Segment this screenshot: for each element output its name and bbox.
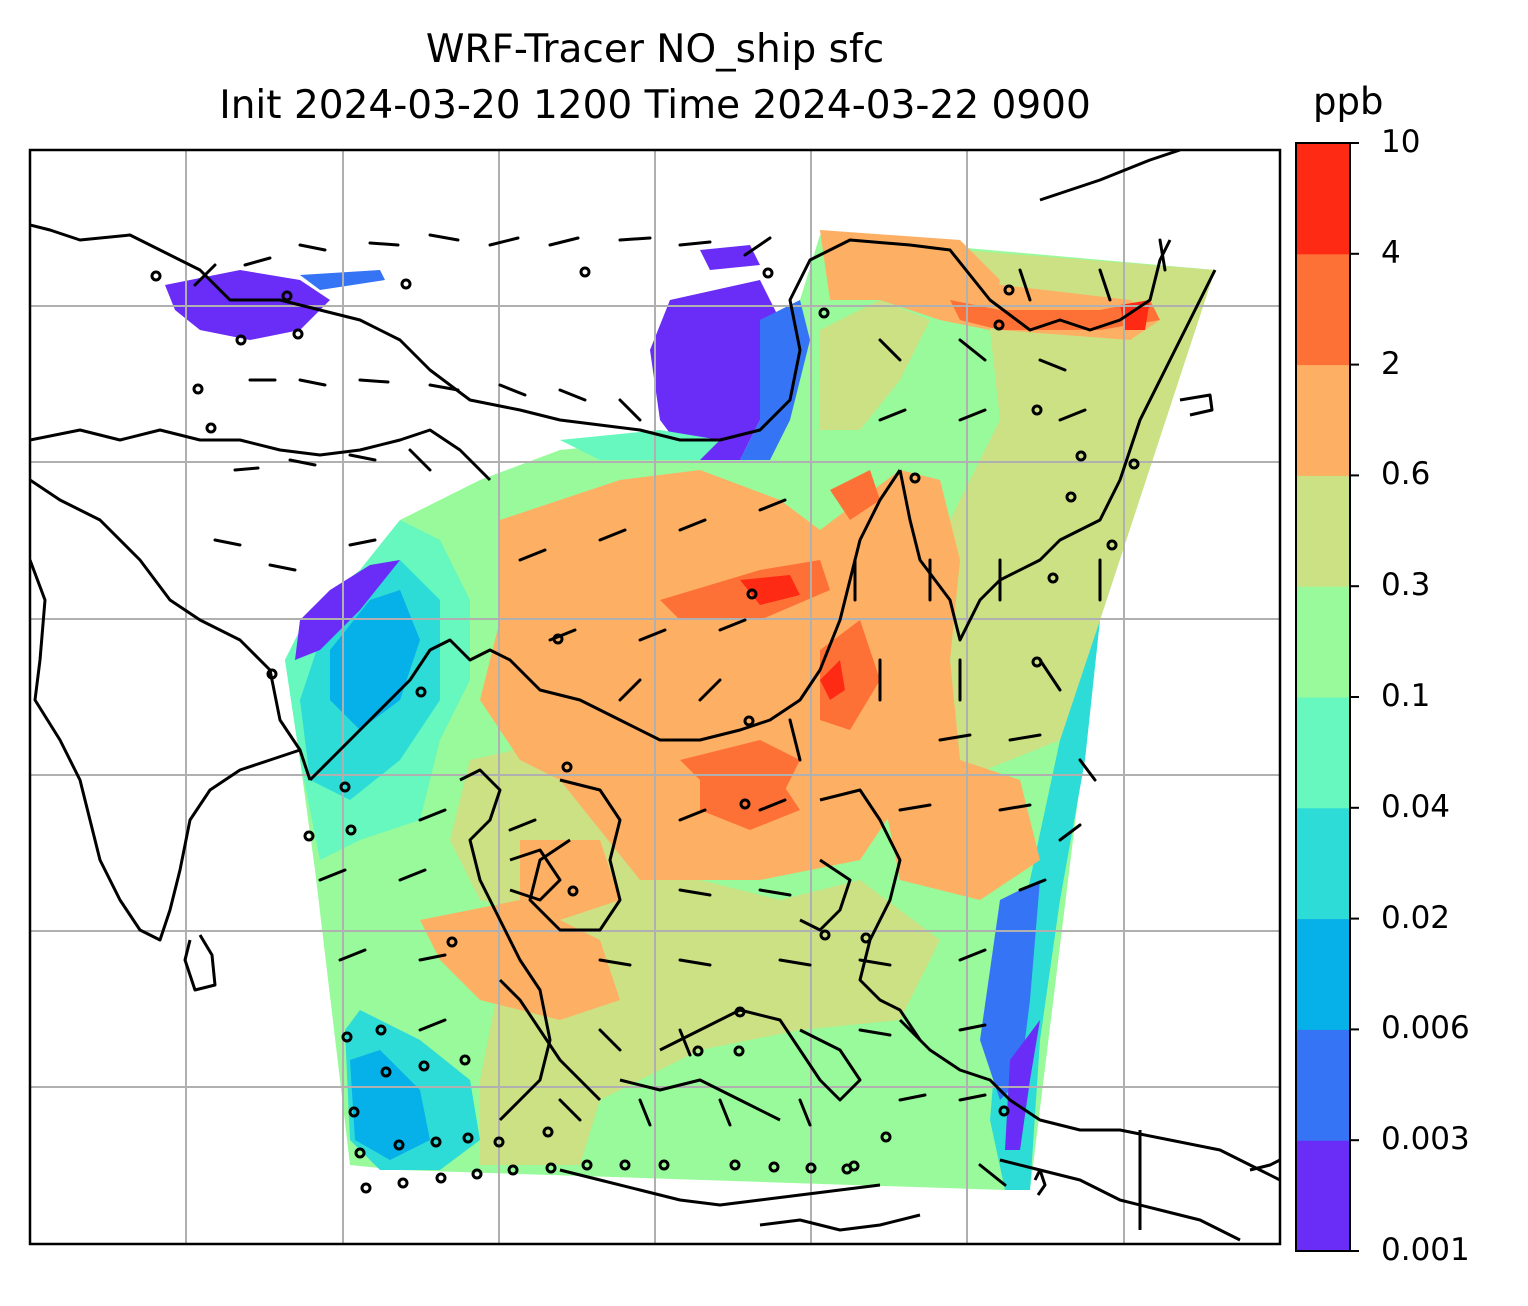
- wind-barbs: [193, 233, 1167, 1187]
- map-gridlines: [30, 150, 1280, 1244]
- colorbar-segment: [1296, 1140, 1350, 1252]
- colorbar-tick-label: 0.6: [1381, 456, 1431, 493]
- colorbar-tick-label: 0.006: [1381, 1010, 1470, 1047]
- colorbar-tick-label: 4: [1381, 234, 1401, 271]
- colorbar-segment: [1296, 586, 1350, 698]
- calm-circles: [150, 266, 1140, 1194]
- colorbar-tick-label: 0.02: [1381, 899, 1451, 936]
- map-title-line-2: Init 2024-03-20 1200 Time 2024-03-22 090…: [219, 83, 1091, 128]
- colorbar-tick-label: 0.1: [1381, 678, 1431, 714]
- map-frame: [28, 148, 1282, 1246]
- colorbar-tick-label: 10: [1381, 124, 1421, 160]
- colorbar-segment: [1296, 807, 1350, 920]
- colorbar-segment: [1296, 253, 1350, 366]
- coastlines: [30, 150, 1280, 1242]
- colorbar-segment: [1296, 918, 1350, 1030]
- colorbar: [1295, 142, 1359, 1252]
- map-title-line-1: WRF-Tracer NO_ship sfc: [425, 27, 885, 72]
- colorbar-tick-label: 0.001: [1381, 1232, 1470, 1268]
- colorbar-segment: [1296, 143, 1350, 255]
- colorbar-segment: [1296, 364, 1350, 476]
- colorbar-tick-label: 0.3: [1381, 567, 1431, 604]
- colorbar-segment: [1296, 475, 1350, 587]
- colorbar-tick-label: 0.003: [1381, 1121, 1470, 1158]
- colorbar-segment: [1296, 1029, 1350, 1141]
- colorbar-tick-label: 2: [1381, 345, 1401, 382]
- colorbar-segment: [1296, 697, 1350, 809]
- colorbar-unit-label: ppb: [1313, 80, 1384, 123]
- colorbar-tick-label: 0.04: [1381, 788, 1451, 825]
- map-panel: [30, 150, 1280, 1244]
